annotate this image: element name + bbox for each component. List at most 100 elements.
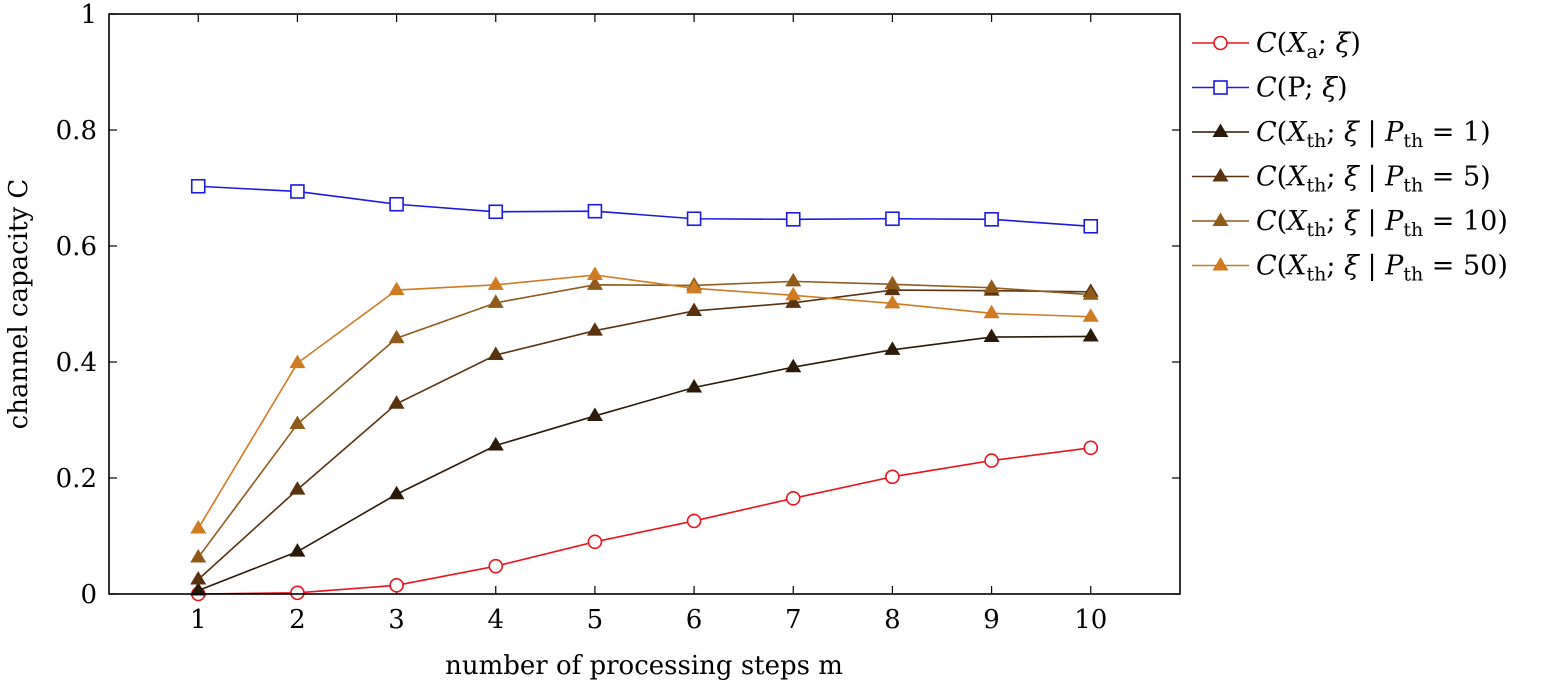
data-point [389,577,404,593]
series-layer [190,178,1099,602]
data-point [290,184,305,199]
legend-entry-1: C(Xa; ξ) [1192,28,1361,63]
data-point [190,519,207,534]
data-point [983,328,1000,343]
data-point [190,178,206,194]
data-point [686,513,702,529]
data-point [785,272,802,287]
legend-label: C(P; ξ) [1256,73,1348,104]
data-point [190,582,207,596]
data-point [785,286,802,301]
y-axis-ticks: 0 0.2 0.4 0.6 0.8 1 [56,0,1180,610]
legend-swatch-marker [1212,212,1229,226]
series-line [198,447,1091,595]
plot-frame [108,13,1181,595]
x-tick-label: 3 [388,605,405,635]
data-point [388,329,405,344]
data-point [487,294,504,308]
legend-label: C(Xth; ξ | Pth = 5) [1256,162,1491,197]
series-1 [190,440,1099,602]
data-point [984,453,999,468]
data-point [1082,286,1099,300]
data-point [983,279,1000,293]
legend-entry-2: C(P; ξ) [1192,73,1348,104]
data-point [488,204,504,220]
legend-label: C(Xth; ξ | Pth = 50) [1256,251,1508,286]
series-4 [190,281,1099,585]
data-point [289,481,306,495]
data-point [884,341,901,355]
legend-swatch-marker [1212,123,1229,137]
y-tick-label: 0.2 [56,464,97,494]
data-point [586,322,603,336]
data-point [289,543,306,557]
x-tick-label: 5 [587,605,604,635]
data-point [388,395,405,409]
data-point [785,490,801,506]
data-point [389,196,404,212]
data-point [983,304,1000,319]
series-line [197,289,1091,581]
data-point [289,354,306,369]
data-point [190,548,207,563]
legend: C(Xa; ξ) C(P; ξ) C(Xth; ξ | Pth = 1) C(Xth;… [1182,14,1548,299]
data-point [984,212,999,227]
data-point [586,276,603,290]
data-point [587,534,603,550]
series-3 [190,328,1099,596]
data-point [785,212,801,227]
data-point [885,469,900,485]
y-tick-label: 0 [80,580,97,610]
data-point [1083,218,1099,234]
legend-label: C(Xth; ξ | Pth = 1) [1256,117,1491,152]
data-point [587,203,603,219]
y-tick-label: 0.4 [56,348,97,378]
data-point [686,302,703,316]
data-point [1083,440,1099,456]
data-point [487,346,504,361]
legend-label: C(Xth; ξ | Pth = 10) [1256,206,1508,241]
x-tick-label: 10 [1074,605,1107,635]
x-tick-label: 6 [686,605,703,635]
plot-area: 0 0.2 0.4 0.6 0.8 1 1 2 3 4 5 6 7 8 9 10 [56,0,1181,635]
series-line [197,274,1091,529]
data-point [487,437,504,451]
data-point [190,571,207,585]
data-point [290,585,305,601]
x-tick-label: 1 [190,605,207,635]
x-tick-label: 9 [983,605,1000,635]
series-line [198,185,1091,228]
data-point [785,294,802,308]
legend-label: C(Xa; ξ) [1256,28,1361,63]
y-tick-label: 0.8 [56,116,97,146]
data-point [885,211,900,227]
legend-entry-4: C(Xth; ξ | Pth = 5) [1192,162,1491,197]
data-point [586,266,603,280]
series-2 [190,178,1099,234]
data-point [388,281,405,296]
y-tick-label: 1 [80,0,97,30]
data-point [586,407,603,421]
x-tick-label: 8 [884,605,901,635]
data-point [488,558,504,574]
data-point [1082,308,1099,322]
series-line [197,280,1091,558]
data-point [686,279,703,294]
data-point [884,275,901,290]
data-point [884,294,901,309]
legend-swatch-marker [1213,80,1228,95]
x-tick-label: 7 [785,605,802,635]
series-5 [190,272,1099,563]
x-axis-ticks: 1 2 3 4 5 6 7 8 9 10 [190,14,1107,635]
legend-swatch-marker [1212,168,1229,182]
series-line [197,335,1091,592]
x-tick-label: 2 [289,605,306,635]
legend-entry-5: C(Xth; ξ | Pth = 10) [1192,206,1508,241]
x-axis-label: number of processing steps m [445,651,843,681]
data-point [388,485,405,500]
x-tick-label: 4 [487,605,504,635]
data-point [289,415,306,430]
y-axis-label: channel capacity C [4,179,34,430]
series-6 [190,266,1099,534]
